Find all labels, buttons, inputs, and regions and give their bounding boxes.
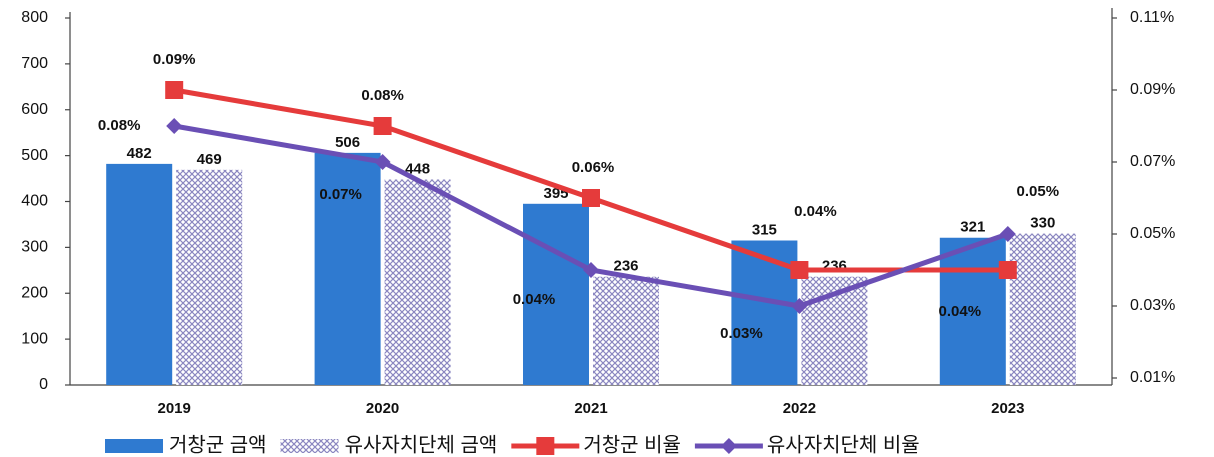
y2-tick-label: 0.09% — [1130, 81, 1175, 98]
x-tick-label: 2020 — [366, 400, 399, 417]
line-point — [791, 298, 808, 314]
line-point — [999, 226, 1016, 242]
y2-tick-label: 0.07% — [1130, 153, 1175, 170]
bar — [593, 276, 659, 385]
legend-label: 거창군 금액 — [169, 433, 267, 456]
bar — [939, 237, 1006, 385]
x-tick-label: 2023 — [991, 400, 1024, 417]
line-point — [583, 262, 599, 278]
y-tick-label: 300 — [21, 239, 48, 256]
legend-marker — [720, 438, 737, 454]
legend-label: 유사자치단체 금액 — [345, 433, 498, 456]
y2-tick-label: 0.05% — [1130, 225, 1175, 242]
line-value-label: 0.08% — [98, 117, 141, 134]
bar-value-label: 448 — [405, 160, 430, 177]
y2-tick-label: 0.11% — [1130, 9, 1174, 26]
y-tick-label: 100 — [21, 330, 48, 347]
line-point — [373, 117, 392, 135]
y2-tick-label: 0.03% — [1130, 297, 1175, 314]
bar — [314, 152, 381, 385]
line-value-label: 0.04% — [513, 291, 556, 308]
y-tick-label: 600 — [21, 101, 48, 118]
line-value-label: 0.04% — [939, 303, 982, 320]
y-tick-label: 700 — [21, 55, 48, 72]
line-value-label: 0.09% — [153, 51, 196, 68]
line-point — [790, 261, 809, 279]
line — [173, 123, 1009, 309]
line-value-label: 0.07% — [319, 186, 362, 203]
x-tick-label: 2022 — [783, 400, 816, 417]
bar — [176, 169, 243, 385]
line-value-label: 0.04% — [794, 203, 837, 220]
line-point — [998, 261, 1017, 279]
bar-value-label: 321 — [960, 219, 985, 236]
legend-marker — [536, 437, 555, 455]
line-value-label: 0.08% — [361, 87, 404, 104]
bar-value-label: 330 — [1030, 215, 1055, 232]
bar — [106, 163, 173, 385]
bar-value-label: 315 — [752, 221, 777, 238]
y-tick-label: 800 — [21, 9, 48, 26]
y2-tick-label: 0.01% — [1130, 369, 1175, 386]
x-tick-label: 2019 — [158, 400, 191, 417]
y-tick-label: 200 — [21, 284, 48, 301]
line-value-label: 0.05% — [1017, 183, 1060, 200]
line-point — [374, 154, 391, 170]
bar — [1009, 233, 1076, 385]
legend-swatch — [280, 439, 339, 453]
bar-value-label: 482 — [127, 145, 152, 162]
y-tick-label: 0 — [39, 376, 48, 393]
bar — [523, 203, 589, 385]
line-value-label: 0.03% — [720, 325, 763, 342]
legend-label: 유사자치단체 비율 — [767, 433, 920, 456]
line-point — [165, 81, 184, 99]
bar-value-label: 506 — [335, 134, 360, 151]
bar-value-label: 469 — [197, 151, 222, 168]
line-point — [582, 189, 600, 207]
x-tick-label: 2021 — [574, 400, 607, 417]
line-point — [166, 118, 183, 134]
line — [173, 87, 1008, 273]
bar-value-label: 236 — [613, 258, 638, 275]
legend-swatch — [105, 439, 163, 453]
line-value-label: 0.06% — [572, 159, 615, 176]
bar — [731, 240, 798, 385]
legend-label: 거창군 비율 — [583, 433, 681, 456]
y-tick-label: 500 — [21, 147, 48, 164]
bar — [384, 179, 451, 385]
y-tick-label: 400 — [21, 193, 48, 210]
